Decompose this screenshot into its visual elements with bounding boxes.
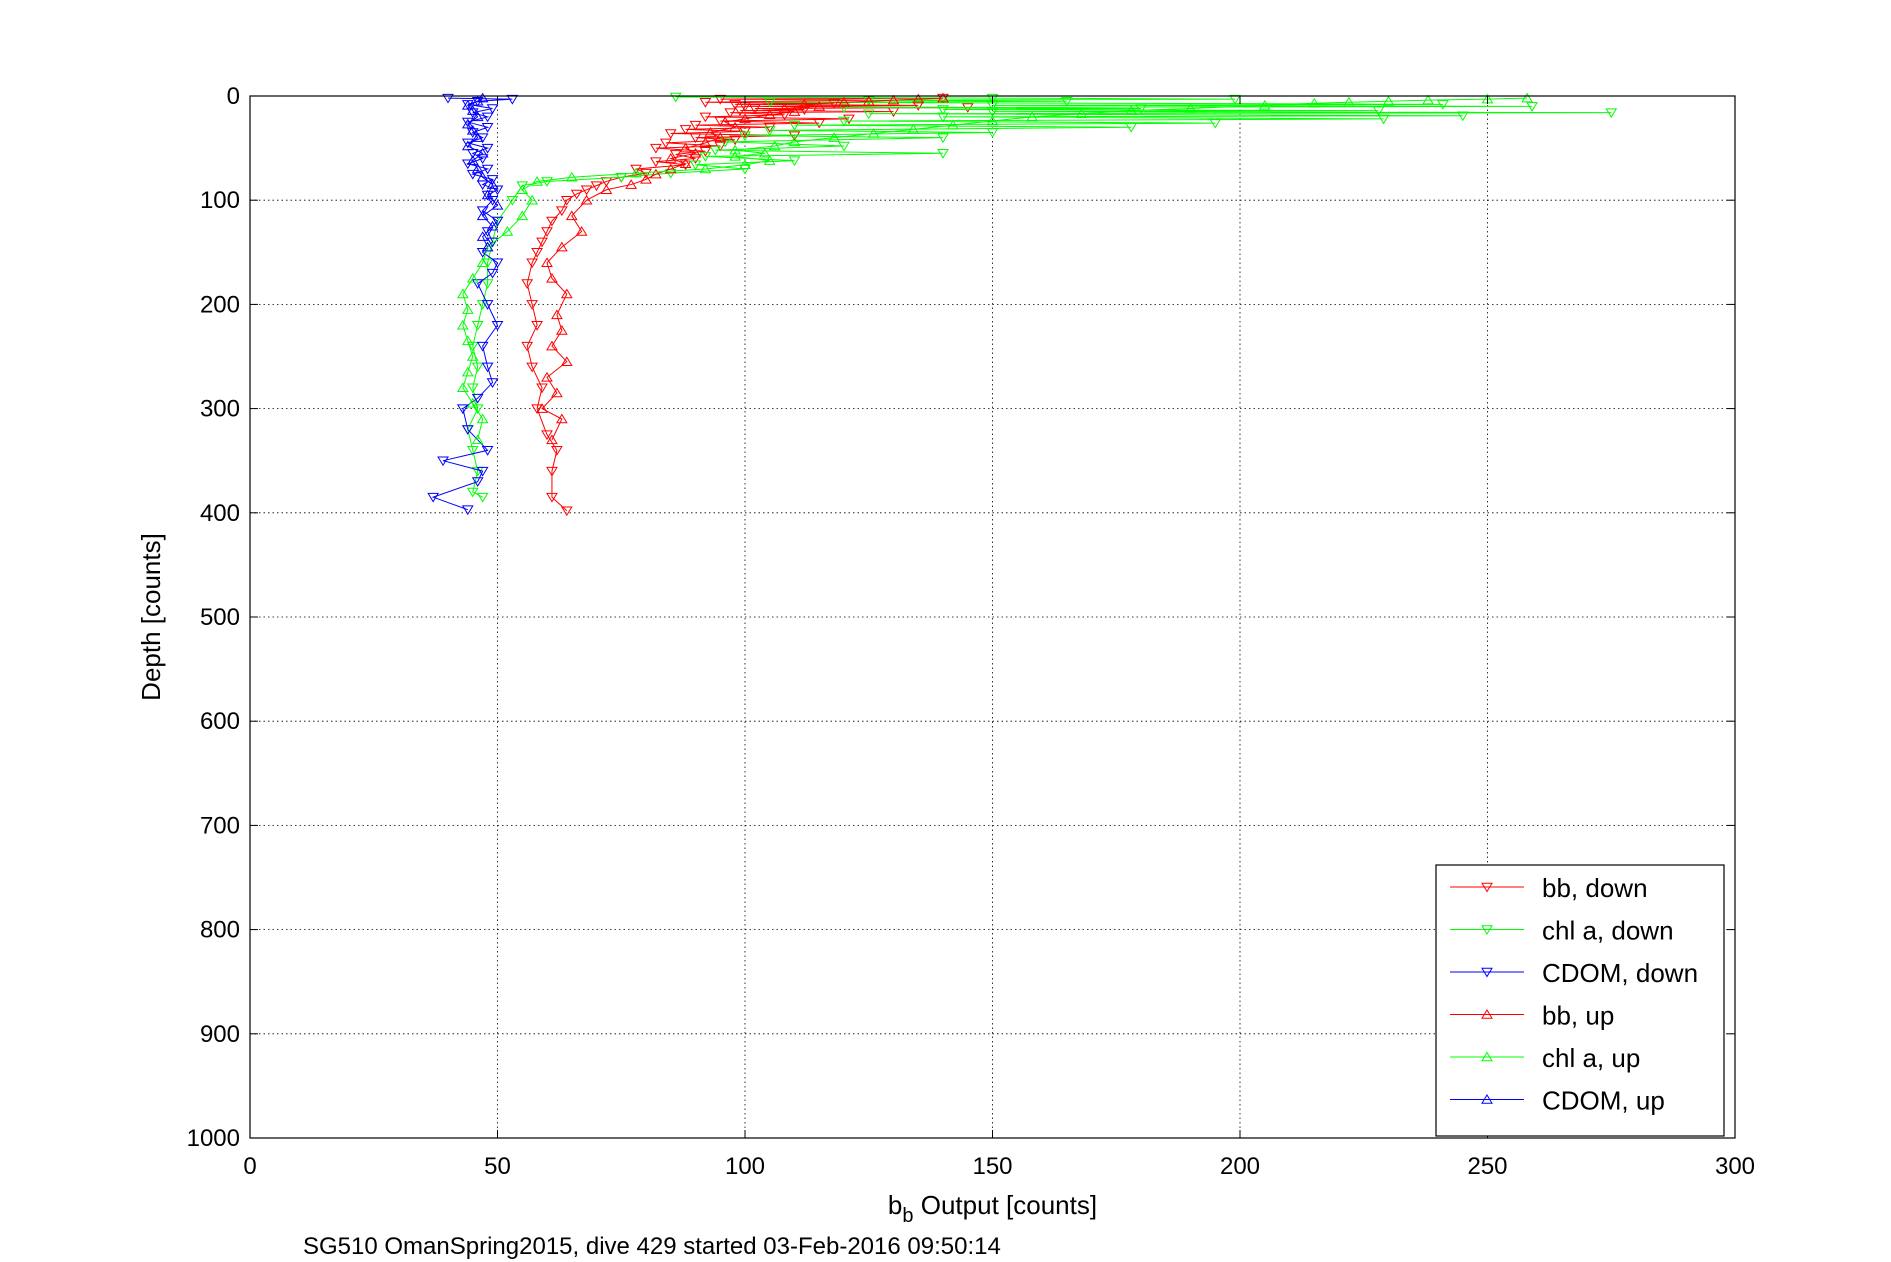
x-tick-label: 100 (725, 1153, 765, 1180)
y-tick-label: 200 (200, 291, 240, 318)
x-tick-label: 0 (243, 1153, 256, 1180)
legend: bb, down chl a, down CDOM, down bb, up chl a… (1436, 865, 1724, 1136)
y-axis-label: Depth [counts] (136, 533, 166, 701)
dive-caption: SG510 OmanSpring2015, dive 429 started 0… (303, 1233, 1001, 1260)
y-tick-label: 0 (227, 83, 240, 110)
y-tick-label: 1000 (187, 1125, 240, 1152)
legend-label: CDOM, up (1542, 1086, 1665, 1116)
y-tick-label: 400 (200, 500, 240, 527)
legend-label: chl a, up (1542, 1043, 1640, 1073)
x-tick-label: 200 (1220, 1153, 1260, 1180)
y-tick-label: 900 (200, 1021, 240, 1048)
y-tick-label: 700 (200, 812, 240, 839)
legend-label: CDOM, down (1542, 958, 1698, 988)
x-tick-label: 150 (972, 1153, 1012, 1180)
legend-label: bb, down (1542, 873, 1648, 903)
x-axis-label-subscript: b (902, 1205, 913, 1227)
y-tick-label: 300 (200, 396, 240, 423)
x-tick-label: 250 (1467, 1153, 1507, 1180)
y-tick-label: 500 (200, 604, 240, 631)
legend-label: chl a, down (1542, 916, 1674, 946)
y-tick-label: 600 (200, 708, 240, 735)
x-axis-label-main: b (888, 1190, 902, 1220)
legend-label: bb, up (1542, 1001, 1614, 1031)
y-tick-label: 800 (200, 917, 240, 944)
y-tick-label: 100 (200, 187, 240, 214)
x-axis-label-rest: Output [counts] (914, 1190, 1098, 1220)
x-tick-label: 50 (484, 1153, 511, 1180)
x-tick-label: 300 (1715, 1153, 1755, 1180)
